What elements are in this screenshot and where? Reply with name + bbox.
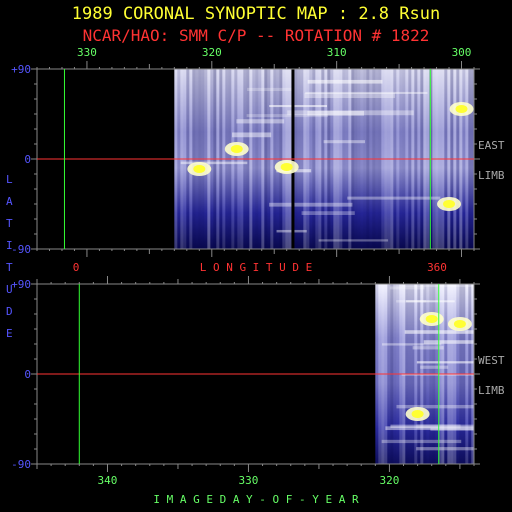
side-latitude-letter: E bbox=[6, 327, 13, 340]
map-streak bbox=[236, 119, 285, 124]
map-streak bbox=[269, 105, 328, 108]
map-streak bbox=[416, 447, 474, 451]
x-axis-label: I M A G E D A Y - O F - Y E A R bbox=[153, 493, 359, 506]
map-streak bbox=[307, 110, 365, 116]
bright-feature-core bbox=[280, 163, 293, 171]
map-streak bbox=[381, 439, 462, 444]
side-latitude-letter: T bbox=[6, 261, 13, 274]
map-streak bbox=[232, 132, 272, 138]
bright-feature-core bbox=[193, 165, 206, 173]
bright-feature-core bbox=[453, 320, 466, 328]
bright-feature-core bbox=[425, 315, 438, 323]
map-streak bbox=[269, 202, 353, 207]
map-streak bbox=[246, 114, 328, 118]
map-streak bbox=[323, 140, 366, 144]
map-streak bbox=[416, 361, 474, 364]
map-streak bbox=[412, 346, 444, 350]
map-streak bbox=[347, 196, 441, 200]
bright-feature-core bbox=[455, 105, 468, 113]
map-streak bbox=[305, 91, 428, 94]
map-streak bbox=[423, 340, 474, 344]
x-axis-label: L O N G I T U D E bbox=[200, 261, 313, 274]
map-streak bbox=[404, 330, 474, 334]
side-latitude-letter: U bbox=[6, 283, 13, 296]
map-streak bbox=[381, 343, 442, 346]
longitude-tick-label: 360 bbox=[427, 261, 447, 274]
map-streak bbox=[247, 87, 294, 92]
bright-feature-core bbox=[411, 410, 424, 418]
x-top-tick-label: 330 bbox=[77, 46, 97, 59]
map-streak bbox=[430, 427, 474, 431]
y-tick-label: 0 bbox=[24, 368, 31, 381]
longitude-tick-label: 0 bbox=[73, 261, 80, 274]
y-tick-label: +90 bbox=[11, 278, 31, 291]
x-bottom-tick-label: 330 bbox=[239, 474, 259, 487]
x-bottom-tick-label: 340 bbox=[98, 474, 118, 487]
bright-feature-core bbox=[443, 200, 456, 208]
side-latitude-letter: D bbox=[6, 305, 13, 318]
limb-label: LIMB bbox=[478, 169, 505, 182]
map-streak bbox=[304, 93, 396, 99]
side-latitude-letter: I bbox=[6, 239, 13, 252]
map-streak bbox=[396, 404, 474, 409]
chart-title: 1989 CORONAL SYNOPTIC MAP : 2.8 Rsun bbox=[71, 4, 441, 24]
bright-feature-core bbox=[230, 145, 243, 153]
map-streak bbox=[307, 79, 383, 84]
map-streak bbox=[420, 365, 449, 369]
side-latitude-letter: A bbox=[6, 195, 13, 208]
x-top-tick-label: 310 bbox=[327, 46, 347, 59]
limb-label: LIMB bbox=[478, 384, 505, 397]
limb-label: EAST bbox=[478, 139, 505, 152]
map-streak bbox=[390, 424, 474, 428]
map-streak bbox=[406, 300, 455, 303]
y-tick-label: -90 bbox=[11, 458, 31, 471]
map-streak bbox=[301, 211, 355, 215]
side-latitude-letter: T bbox=[6, 217, 13, 230]
map-streak bbox=[401, 284, 474, 287]
y-tick-label: -90 bbox=[11, 243, 31, 256]
limb-label: WEST bbox=[478, 354, 505, 367]
x-bottom-tick-label: 320 bbox=[379, 474, 399, 487]
side-latitude-letter: L bbox=[6, 173, 13, 186]
x-top-tick-label: 300 bbox=[452, 46, 472, 59]
map-streak bbox=[287, 110, 414, 116]
y-tick-label: 0 bbox=[24, 153, 31, 166]
map-streak bbox=[389, 286, 425, 290]
map-streak bbox=[385, 426, 474, 431]
map-streak bbox=[318, 239, 389, 242]
chart-subtitle: NCAR/HAO: SMM C/P -- ROTATION # 1822 bbox=[82, 26, 430, 45]
map-streak bbox=[180, 161, 248, 165]
x-top-tick-label: 320 bbox=[202, 46, 222, 59]
y-tick-label: +90 bbox=[11, 63, 31, 76]
